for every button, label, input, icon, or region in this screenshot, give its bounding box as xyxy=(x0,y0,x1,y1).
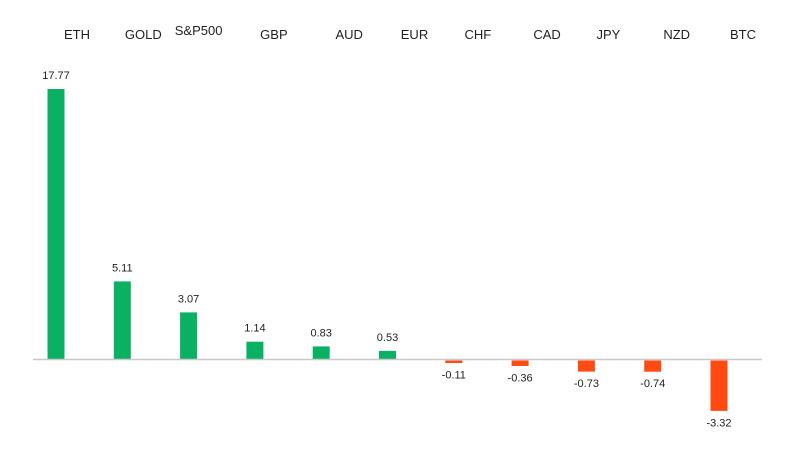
value-label: 5.11 xyxy=(112,262,133,274)
bar-gbp xyxy=(246,341,264,359)
category-label: JPY xyxy=(596,27,620,42)
category-label: ETH xyxy=(64,27,90,42)
value-label: -0.11 xyxy=(442,370,466,382)
category-labels-layer: ETH GOLD S&P500 GBP AUD EUR CHF CAD JPY NZD BTC xyxy=(64,23,756,42)
bar-eth xyxy=(47,89,65,359)
value-labels-layer: 17.77 5.11 3.07 1.14 0.83 0.53 -0.11 -0.36 -0.73… xyxy=(42,70,731,429)
bar-eur xyxy=(379,350,396,359)
category-label: CAD xyxy=(533,27,560,42)
category-label: EUR xyxy=(401,27,428,42)
value-label: 17.77 xyxy=(42,70,70,82)
value-label: 0.83 xyxy=(310,327,331,339)
category-label: BTC xyxy=(730,27,756,42)
bar-aud xyxy=(312,346,330,359)
value-label: 3.07 xyxy=(178,293,199,305)
bar-nzd xyxy=(644,360,662,372)
category-label: AUD xyxy=(335,27,362,42)
bars-layer xyxy=(47,89,728,411)
value-label: -3.32 xyxy=(706,417,731,429)
category-label: S&P500 xyxy=(175,23,223,38)
bar-jpy xyxy=(577,360,595,372)
category-label: GBP xyxy=(260,27,287,42)
category-label: NZD xyxy=(663,27,690,42)
bar-chf xyxy=(445,360,463,363)
bar-s-p500 xyxy=(180,312,198,359)
bar-cad xyxy=(511,360,529,366)
category-label: GOLD xyxy=(125,27,162,42)
bar-gold xyxy=(113,281,131,359)
value-label: 1.14 xyxy=(244,323,265,335)
value-label: -0.36 xyxy=(508,373,533,385)
value-label: -0.74 xyxy=(640,378,665,390)
bar-btc xyxy=(710,360,728,411)
value-label: -0.73 xyxy=(574,378,599,390)
value-label: 0.53 xyxy=(377,332,398,344)
category-label: CHF xyxy=(464,27,491,42)
